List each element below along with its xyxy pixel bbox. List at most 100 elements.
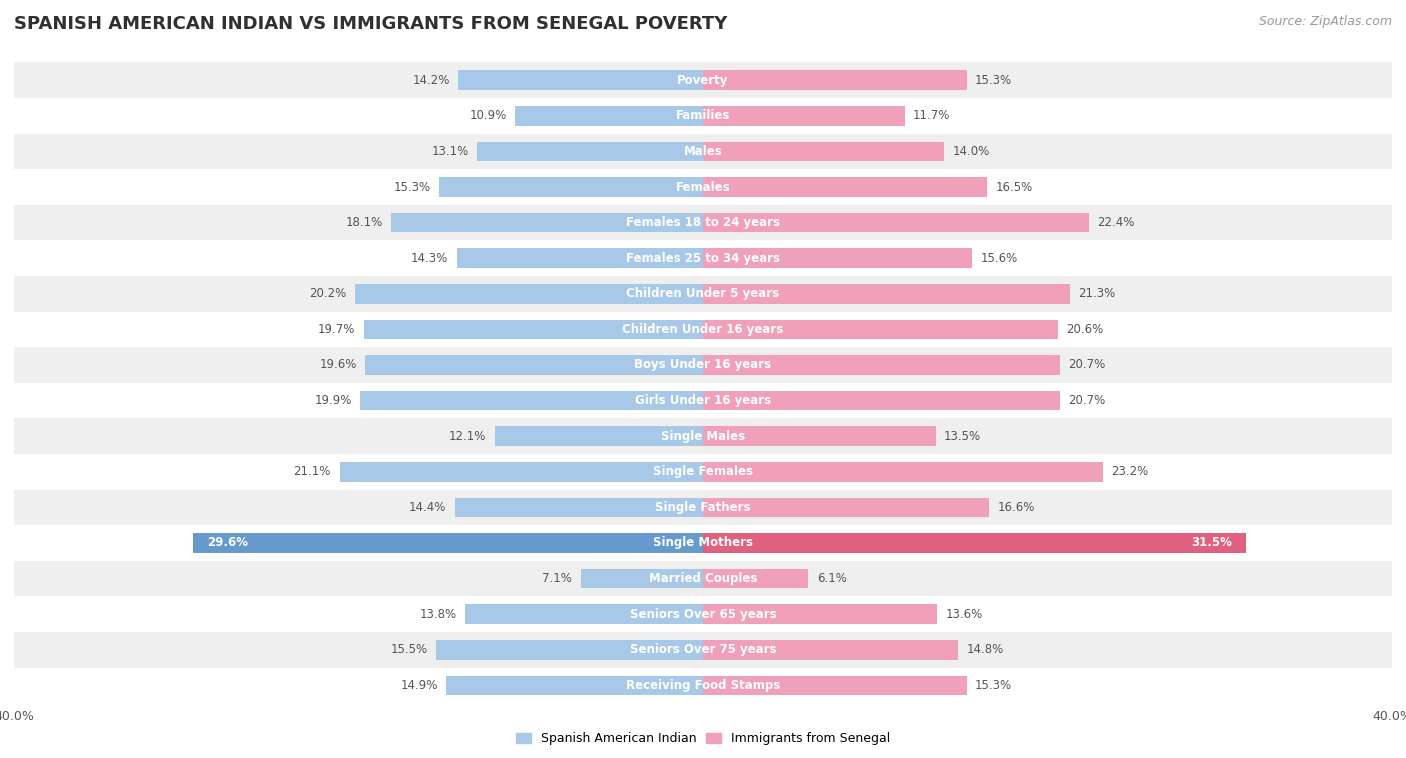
Text: SPANISH AMERICAN INDIAN VS IMMIGRANTS FROM SENEGAL POVERTY: SPANISH AMERICAN INDIAN VS IMMIGRANTS FR…: [14, 15, 727, 33]
Bar: [458, 70, 703, 90]
Text: Families: Families: [676, 109, 730, 122]
Bar: [14, 133, 1392, 169]
Bar: [14, 276, 1392, 312]
Bar: [478, 142, 703, 161]
Bar: [581, 568, 703, 588]
Text: 19.7%: 19.7%: [318, 323, 356, 336]
Bar: [703, 604, 938, 624]
Text: Girls Under 16 years: Girls Under 16 years: [636, 394, 770, 407]
Bar: [14, 561, 1392, 597]
Bar: [14, 668, 1392, 703]
Bar: [436, 640, 703, 659]
Bar: [14, 240, 1392, 276]
Legend: Spanish American Indian, Immigrants from Senegal: Spanish American Indian, Immigrants from…: [510, 727, 896, 750]
Text: 13.6%: 13.6%: [946, 608, 983, 621]
Text: 13.8%: 13.8%: [419, 608, 457, 621]
Text: 6.1%: 6.1%: [817, 572, 846, 585]
Bar: [14, 312, 1392, 347]
Text: 15.6%: 15.6%: [980, 252, 1018, 265]
Text: Seniors Over 75 years: Seniors Over 75 years: [630, 644, 776, 656]
Text: 19.6%: 19.6%: [319, 359, 357, 371]
Bar: [446, 675, 703, 695]
Text: 20.6%: 20.6%: [1066, 323, 1104, 336]
Bar: [495, 427, 703, 446]
Bar: [703, 70, 966, 90]
Text: Males: Males: [683, 145, 723, 158]
Bar: [14, 632, 1392, 668]
Text: 14.3%: 14.3%: [411, 252, 449, 265]
Text: Children Under 16 years: Children Under 16 years: [623, 323, 783, 336]
Bar: [391, 213, 703, 233]
Text: 15.3%: 15.3%: [394, 180, 430, 193]
Bar: [14, 383, 1392, 418]
Text: Boys Under 16 years: Boys Under 16 years: [634, 359, 772, 371]
Text: Females: Females: [676, 180, 730, 193]
Text: 15.3%: 15.3%: [976, 74, 1012, 86]
Text: 13.1%: 13.1%: [432, 145, 468, 158]
Text: 16.5%: 16.5%: [995, 180, 1033, 193]
Text: 15.3%: 15.3%: [976, 679, 1012, 692]
Text: Females 25 to 34 years: Females 25 to 34 years: [626, 252, 780, 265]
Text: 29.6%: 29.6%: [207, 537, 247, 550]
Bar: [14, 454, 1392, 490]
Bar: [703, 497, 988, 517]
Bar: [703, 640, 957, 659]
Text: Single Females: Single Females: [652, 465, 754, 478]
Text: 19.9%: 19.9%: [315, 394, 352, 407]
Bar: [360, 391, 703, 410]
Bar: [456, 497, 703, 517]
Text: 12.1%: 12.1%: [449, 430, 486, 443]
Text: Single Males: Single Males: [661, 430, 745, 443]
Bar: [703, 213, 1088, 233]
Bar: [356, 284, 703, 304]
Text: 20.7%: 20.7%: [1069, 359, 1105, 371]
Text: 21.3%: 21.3%: [1078, 287, 1116, 300]
Bar: [14, 525, 1392, 561]
Bar: [440, 177, 703, 197]
Bar: [703, 427, 935, 446]
Bar: [457, 249, 703, 268]
Bar: [14, 169, 1392, 205]
Text: 20.7%: 20.7%: [1069, 394, 1105, 407]
Text: 13.5%: 13.5%: [945, 430, 981, 443]
Text: 14.2%: 14.2%: [412, 74, 450, 86]
Text: Married Couples: Married Couples: [648, 572, 758, 585]
Bar: [703, 284, 1070, 304]
Text: 10.9%: 10.9%: [470, 109, 506, 122]
Bar: [703, 391, 1060, 410]
Text: 14.4%: 14.4%: [409, 501, 446, 514]
Text: 14.0%: 14.0%: [953, 145, 990, 158]
Text: 31.5%: 31.5%: [1191, 537, 1232, 550]
Text: Single Mothers: Single Mothers: [652, 537, 754, 550]
Text: 16.6%: 16.6%: [997, 501, 1035, 514]
Bar: [703, 249, 972, 268]
Bar: [703, 177, 987, 197]
Bar: [703, 675, 966, 695]
Bar: [14, 205, 1392, 240]
Text: 15.5%: 15.5%: [391, 644, 427, 656]
Bar: [703, 462, 1102, 481]
Bar: [703, 320, 1057, 339]
Text: 7.1%: 7.1%: [543, 572, 572, 585]
Bar: [364, 320, 703, 339]
Bar: [14, 62, 1392, 98]
Bar: [14, 490, 1392, 525]
Bar: [703, 356, 1060, 374]
Text: Seniors Over 65 years: Seniors Over 65 years: [630, 608, 776, 621]
Bar: [14, 98, 1392, 133]
Text: 22.4%: 22.4%: [1098, 216, 1135, 229]
Text: Poverty: Poverty: [678, 74, 728, 86]
Bar: [703, 568, 808, 588]
Text: Children Under 5 years: Children Under 5 years: [627, 287, 779, 300]
Bar: [515, 106, 703, 126]
Text: Receiving Food Stamps: Receiving Food Stamps: [626, 679, 780, 692]
Text: 14.9%: 14.9%: [401, 679, 437, 692]
Text: Source: ZipAtlas.com: Source: ZipAtlas.com: [1258, 15, 1392, 28]
Text: 11.7%: 11.7%: [912, 109, 950, 122]
Bar: [14, 418, 1392, 454]
Bar: [703, 142, 945, 161]
Bar: [14, 597, 1392, 632]
Text: 23.2%: 23.2%: [1111, 465, 1149, 478]
Bar: [465, 604, 703, 624]
Bar: [366, 356, 703, 374]
